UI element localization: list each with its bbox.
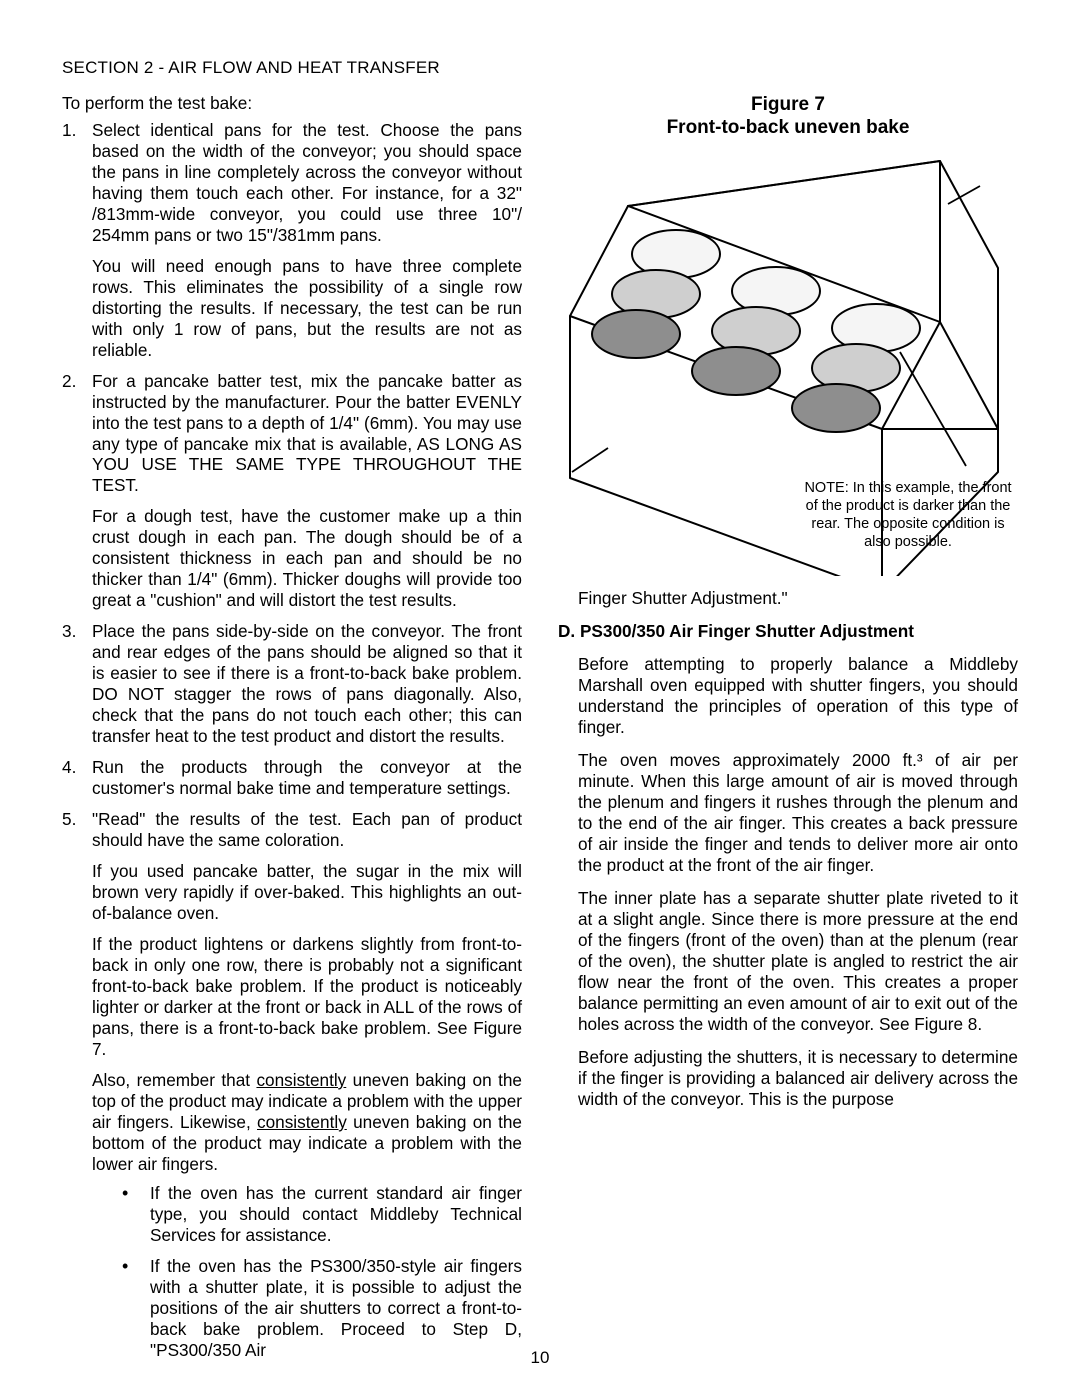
step-3-p1: Place the pans side-by-side on the conve… [92,621,522,746]
lead-text: To perform the test bake: [62,93,522,114]
step-5: "Read" the results of the test. Each pan… [62,809,522,1361]
step-5-p3: If the product lightens or darkens sligh… [92,934,522,1060]
figure-note: NOTE: In this example, the front of the … [798,479,1018,552]
right-column: Figure 7 Front-to-back uneven bake [558,93,1018,1371]
bullet-2: If the oven has the PS300/350-style air … [122,1256,522,1361]
step-2: For a pancake batter test, mix the panca… [62,371,522,612]
step-4: Run the products through the conveyor at… [62,757,522,799]
two-column-layout: To perform the test bake: Select identic… [62,93,1018,1371]
step-5-p1: "Read" the results of the test. Each pan… [92,809,522,850]
figure-7-illustration: NOTE: In this example, the front of the … [558,146,1018,576]
p4u1: consistently [256,1070,346,1090]
step-5-p2: If you used pancake batter, the sugar in… [92,861,522,924]
d-para-1: Before attempting to properly balance a … [578,654,1018,738]
bullet-1: If the oven has the current standard air… [122,1183,522,1246]
figure-label: Figure 7 [751,94,825,115]
section-header: SECTION 2 - AIR FLOW AND HEAT TRANSFER [62,58,1018,79]
d-para-2: The oven moves approximately 2000 ft.³ o… [578,750,1018,876]
p4a: Also, remember that [92,1070,256,1090]
subsection-d-heading: D. PS300/350 Air Finger Shutter Adjustme… [558,621,1018,642]
procedure-list: Select identical pans for the test. Choo… [62,120,522,1361]
oven-tray-svg: NOTE: In this example, the front of the … [558,146,1018,576]
figure-caption: Front-to-back uneven bake [667,117,910,138]
step-1-p1: Select identical pans for the test. Choo… [92,120,522,245]
sub-bullets: If the oven has the current standard air… [92,1183,522,1361]
left-column: To perform the test bake: Select identic… [62,93,522,1371]
step-1-p2: You will need enough pans to have three … [92,256,522,361]
step-4-p1: Run the products through the conveyor at… [92,757,522,798]
step-5-p4: Also, remember that consistently uneven … [92,1070,522,1175]
p4u2: consistently [257,1112,347,1132]
d-para-3: The inner plate has a separate shutter p… [578,888,1018,1035]
step-3: Place the pans side-by-side on the conve… [62,621,522,747]
figure-title: Figure 7 Front-to-back uneven bake [558,93,1018,141]
page-number: 10 [0,1348,1080,1369]
step-2-p1: For a pancake batter test, mix the panca… [92,371,522,496]
step-1: Select identical pans for the test. Choo… [62,120,522,361]
continued-line: Finger Shutter Adjustment." [558,588,1018,609]
right-body-text: Finger Shutter Adjustment." D. PS300/350… [558,588,1018,1110]
step-2-p2: For a dough test, have the customer make… [92,506,522,611]
d-para-4: Before adjusting the shutters, it is nec… [578,1047,1018,1110]
